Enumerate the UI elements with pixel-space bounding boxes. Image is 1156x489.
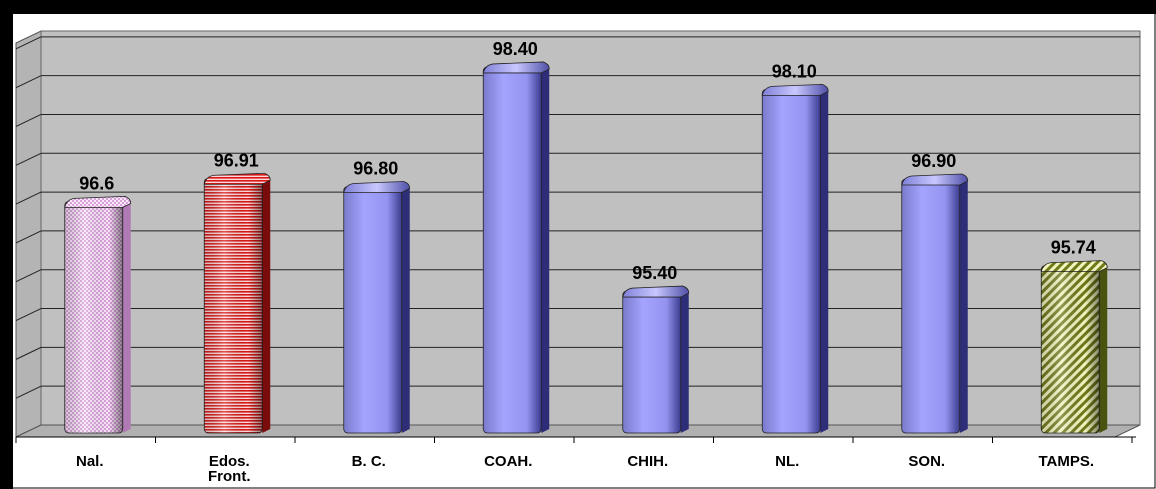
gridline-side <box>15 152 42 166</box>
bar-front <box>761 88 821 434</box>
value-label: 95.40 <box>632 263 677 283</box>
value-label: 96.80 <box>353 158 398 178</box>
gridline-side <box>15 75 42 89</box>
gridline-side <box>15 308 42 321</box>
bar-side <box>541 68 550 434</box>
gridline-side <box>15 191 42 205</box>
category-labels: Nal. Edos. Front. B. C. COAH. CHIH. NL. SON. TAM… <box>76 453 1094 485</box>
bar-top <box>1040 260 1108 273</box>
category-label-line: Nal. <box>76 453 104 470</box>
bar-side <box>820 91 829 434</box>
bar-side <box>1099 267 1108 433</box>
bar-top <box>622 285 690 298</box>
bar <box>64 196 132 434</box>
bars <box>64 61 1108 434</box>
bar <box>482 61 550 434</box>
value-labels: 96.6 96.91 96.80 98.40 95.40 98.10 96.90 95.74 <box>79 39 1096 283</box>
bar-shading <box>204 178 263 433</box>
gridline-side <box>15 385 42 399</box>
bar-front <box>343 186 403 434</box>
value-label: 96.90 <box>911 151 956 171</box>
category-label: NL. <box>775 453 799 470</box>
bar-front <box>622 290 682 434</box>
bar-top <box>901 173 969 186</box>
category-label-line: Front. <box>208 468 251 485</box>
gridline-side <box>15 36 42 50</box>
bar <box>622 285 690 434</box>
bar-top <box>482 61 550 74</box>
bar-shading <box>64 201 123 433</box>
side-wall <box>15 30 42 438</box>
bar-side <box>680 293 689 433</box>
category-label: TAMPS. <box>1038 453 1094 470</box>
category-label-line: SON. <box>908 453 945 470</box>
value-label: 96.6 <box>79 173 114 193</box>
category-label-line: Edos. <box>209 453 250 470</box>
bar-side <box>122 203 131 433</box>
bar-side <box>401 188 410 433</box>
floor <box>15 424 1141 438</box>
bar-shading <box>1041 265 1100 433</box>
gridline-side <box>15 114 42 127</box>
bar-side <box>959 181 968 433</box>
bar-top <box>203 172 271 185</box>
bar-top <box>761 83 829 96</box>
category-label-line: CHIH. <box>627 453 668 470</box>
category-label-line: COAH. <box>484 453 532 470</box>
gridline-side <box>15 346 42 360</box>
category-label: SON. <box>908 453 945 470</box>
bar-top <box>64 196 132 208</box>
bar-side <box>262 180 271 433</box>
category-label: B. C. <box>352 453 386 470</box>
value-label: 98.10 <box>772 61 817 81</box>
value-label: 96.91 <box>214 150 259 170</box>
bar-front <box>901 178 961 434</box>
left-border-bar <box>0 0 13 489</box>
bar <box>343 181 411 434</box>
bar-top <box>343 181 411 193</box>
category-label-line: TAMPS. <box>1038 453 1094 470</box>
category-label: Nal. <box>76 453 104 470</box>
bar <box>761 83 829 434</box>
category-label: Edos. Front. <box>208 453 251 485</box>
x-axis-ticks <box>15 437 1133 443</box>
bar-front <box>482 66 542 434</box>
value-label: 98.40 <box>493 39 538 59</box>
bar <box>203 172 271 434</box>
bar <box>901 173 969 434</box>
top-border-bar <box>0 0 1156 14</box>
gridline-side <box>15 269 42 283</box>
category-label: COAH. <box>484 453 532 470</box>
category-label-line: B. C. <box>352 453 386 470</box>
value-label: 95.74 <box>1051 238 1096 258</box>
category-label-line: NL. <box>775 453 799 470</box>
gridline-side <box>15 230 42 244</box>
category-label: CHIH. <box>627 453 668 470</box>
bar <box>1040 260 1108 434</box>
